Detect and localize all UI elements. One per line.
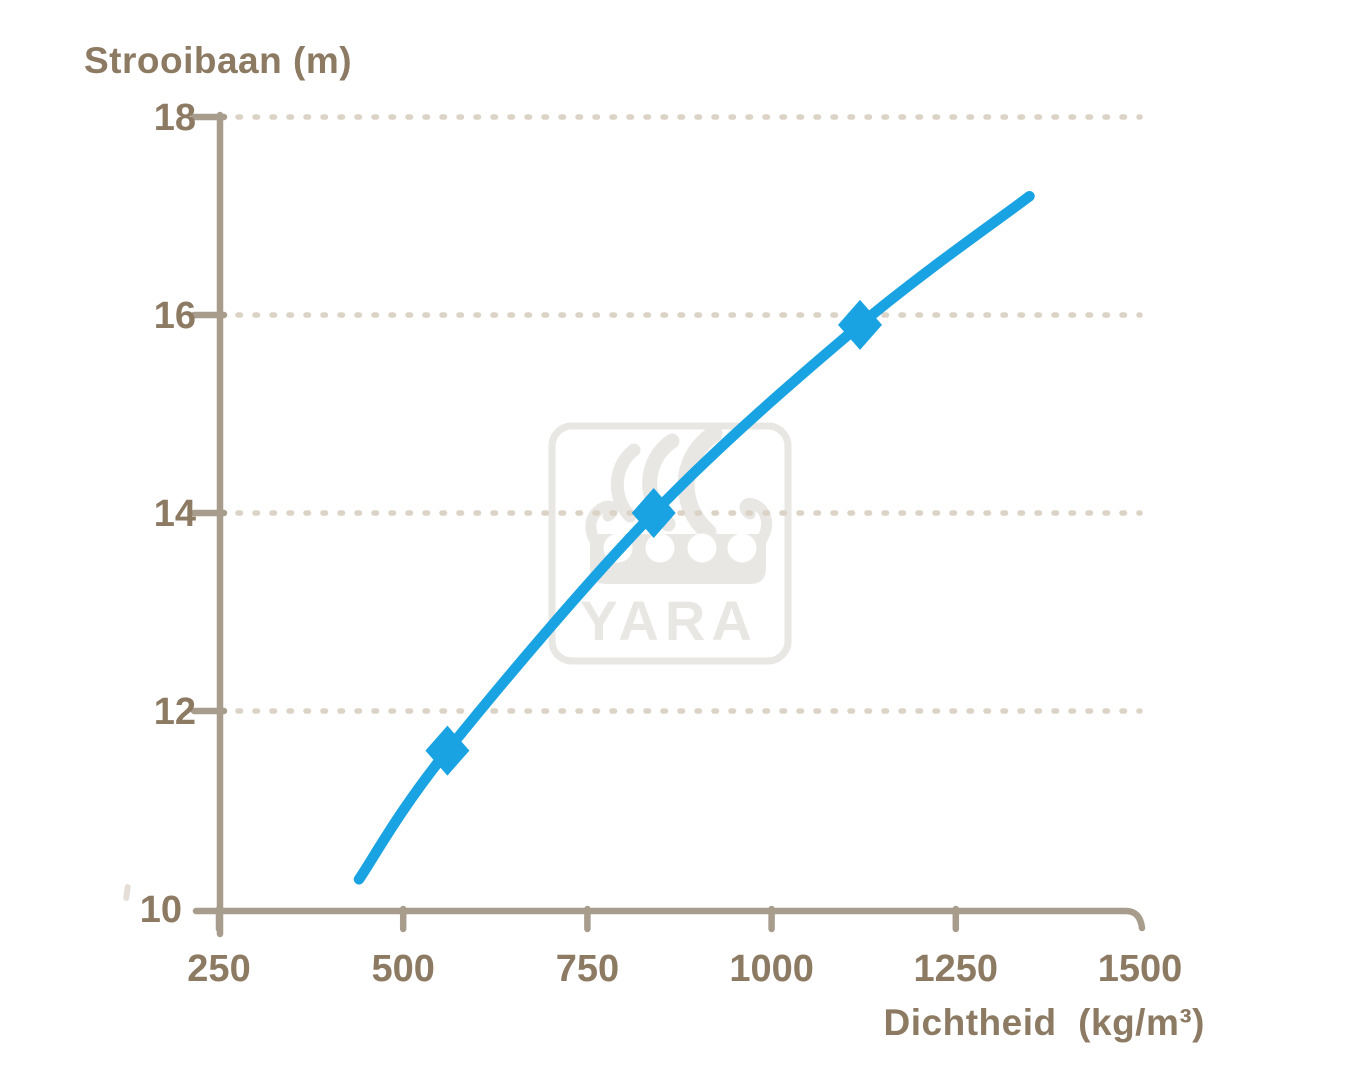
data-series: [353, 190, 1035, 885]
viking-ship-icon: [585, 425, 773, 584]
y-tick-label: 18: [154, 97, 196, 139]
x-tick-label: 250: [187, 948, 250, 990]
x-tick-label: 1250: [914, 948, 999, 990]
y-tick-label: 10: [140, 889, 182, 931]
x-tick-label: 500: [371, 948, 434, 990]
axes: [190, 111, 1146, 938]
x-tick-label: 1500: [1098, 948, 1183, 990]
gridlines: [235, 114, 1143, 714]
yara-watermark: YARA: [548, 422, 792, 665]
watermark-frame: [548, 422, 792, 665]
data-point-marker: [425, 725, 470, 776]
x-axis-line: [192, 907, 1146, 932]
y-tick-label: 16: [154, 295, 196, 337]
x-axis-title: Dichtheid (kg/m³): [883, 1002, 1205, 1043]
y-tick-label: 12: [154, 691, 196, 733]
x-tick-label: 750: [556, 948, 619, 990]
x-tick-label: 1000: [729, 948, 814, 990]
data-point-marker: [838, 299, 883, 350]
y-tick-label: 14: [154, 493, 196, 535]
data-point-marker: [631, 488, 676, 538]
y-axis-title: Strooibaan (m): [84, 40, 353, 81]
watermark-text: YARA: [580, 589, 758, 652]
